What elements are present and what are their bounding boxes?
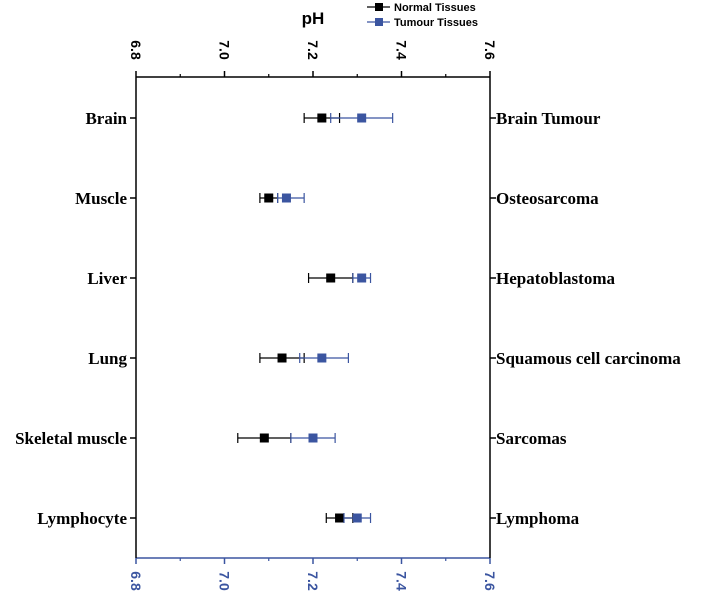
- legend-marker-tumour: [375, 18, 383, 26]
- normal-tissue-point: [277, 353, 287, 363]
- top-tick-label: 7.6: [482, 40, 498, 60]
- bottom-tick-label: 7.0: [217, 571, 233, 591]
- tumour-tissue-point: [357, 273, 367, 283]
- top-tick-label: 6.8: [128, 40, 144, 60]
- left-category-label: Lymphocyte: [37, 509, 127, 528]
- left-category-label: Liver: [87, 269, 127, 288]
- normal-tissue-point: [335, 513, 345, 523]
- bottom-tick-label: 7.4: [394, 571, 410, 591]
- normal-tissue-point: [264, 193, 274, 203]
- top-tick-label: 7.4: [394, 40, 410, 60]
- legend-label-normal: Normal Tissues: [394, 2, 476, 14]
- bottom-tick-label: 7.6: [482, 571, 498, 591]
- tumour-tissue-point: [352, 513, 362, 523]
- left-category-label: Skeletal muscle: [15, 429, 127, 448]
- left-category-label: Muscle: [75, 189, 127, 208]
- legend-marker-normal: [375, 3, 383, 11]
- bottom-tick-label: 6.8: [128, 571, 144, 591]
- legend: Normal Tissues Tumour Tissues: [367, 2, 478, 29]
- data-marks: [237, 113, 394, 523]
- normal-tissue-point: [259, 433, 269, 443]
- right-category-label: Sarcomas: [496, 429, 567, 448]
- right-category-label: Lymphoma: [496, 509, 580, 528]
- left-category-label: Brain: [85, 109, 127, 128]
- tumour-tissue-point: [357, 113, 367, 123]
- right-category-label: Hepatoblastoma: [496, 269, 616, 288]
- tumour-tissue-point: [281, 193, 291, 203]
- top-tick-label: 7.0: [217, 40, 233, 60]
- normal-tissue-point: [326, 273, 336, 283]
- axes: 6.8 6.8 7.0 7.0 7.2 7.2 7.4 7.4 7.6 7.6 Brain Brain…: [15, 40, 681, 591]
- right-category-label: Squamous cell carcinoma: [496, 349, 681, 368]
- normal-tissue-point: [317, 113, 327, 123]
- tumour-tissue-point: [308, 433, 318, 443]
- top-tick-label: 7.2: [305, 40, 321, 60]
- left-category-label: Lung: [88, 349, 127, 368]
- right-category-label: Brain Tumour: [496, 109, 601, 128]
- right-category-label: Osteosarcoma: [496, 189, 599, 208]
- tumour-tissue-point: [317, 353, 327, 363]
- x-axis-title: pH: [302, 9, 325, 28]
- legend-label-tumour: Tumour Tissues: [394, 17, 478, 29]
- bottom-tick-label: 7.2: [305, 571, 321, 591]
